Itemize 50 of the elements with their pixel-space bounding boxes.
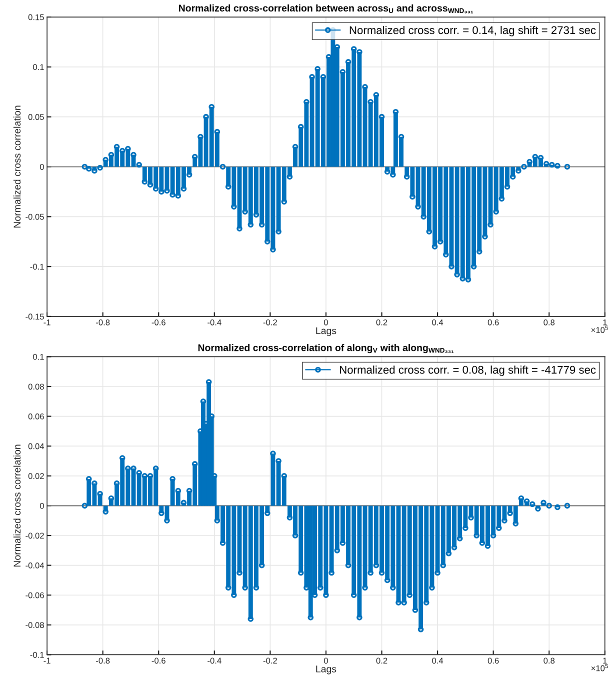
y-tick-label: 0.1 (33, 64, 44, 70)
x-tick-label: -0.2 (263, 319, 277, 326)
x-tick-label: -0.4 (208, 319, 222, 326)
y-axis-title: Normalized cross correlation (13, 106, 21, 228)
x-tick-label: 0.4 (432, 658, 444, 664)
y-tick-label: 0.08 (28, 384, 44, 390)
y-tick-label: -0.05 (26, 214, 44, 220)
x-tick-label: -0.8 (96, 658, 110, 664)
chart-title: Normalized cross-correlation between across$_{U}$ and across$_{WND₃₃₁}$ (178, 4, 474, 14)
y-tick-label: -0.04 (26, 562, 44, 568)
y-tick-label: -0.1 (30, 652, 44, 658)
x-tick-label: 1 (603, 658, 607, 664)
y-tick-label: 0.05 (28, 114, 44, 120)
x-tick-label: -0.6 (152, 658, 166, 664)
x-tick-label: 0 (324, 319, 328, 326)
chart-title: Normalized cross-correlation of along$_{V}$ with along$_{WND₃₃₁}$ (198, 344, 454, 354)
x-tick-label: 0 (324, 658, 328, 664)
x-tick-label: 0.8 (544, 658, 555, 664)
y-tick-label: -0.1 (30, 264, 44, 270)
x-axis-title: Lags (316, 327, 336, 336)
x-tick-label: 0.6 (488, 319, 499, 326)
y-tick-label: 0.04 (28, 443, 44, 450)
y-tick-label: 0.02 (28, 473, 44, 479)
y-tick-label: 0.06 (28, 413, 44, 420)
text: ×10$^{5}$ (591, 326, 608, 333)
y-tick-label: -0.06 (26, 592, 44, 598)
x-tick-label: -1 (44, 320, 50, 326)
y-tick-label: 0 (40, 164, 44, 170)
x-axis-title: Lags (316, 666, 336, 674)
x-tick-label: 0.2 (376, 319, 388, 326)
text: ×10$^{5}$ (591, 664, 608, 672)
y-tick-label: 0.15 (28, 14, 44, 20)
x-tick-label: 1 (603, 320, 607, 326)
x-tick-label: -0.4 (208, 658, 222, 664)
y-tick-label: -0.02 (26, 532, 44, 539)
x-tick-label: -0.2 (263, 658, 277, 664)
x-tick-label: -0.6 (152, 319, 166, 326)
x-tick-label: 0.6 (488, 658, 499, 664)
y-tick-label: 0.1 (33, 354, 44, 360)
x-tick-label: -1 (44, 658, 50, 664)
x-tick-label: -0.8 (96, 319, 110, 326)
x-tick-label: 0.8 (544, 319, 555, 326)
legend-label: Normalized cross corr. = 0.14, lag shift = 2731 sec (350, 26, 596, 36)
y-tick-label: -0.15 (26, 314, 44, 320)
y-axis-title: Normalized cross correlation (13, 444, 21, 566)
x-tick-label: 0.4 (432, 319, 444, 326)
legend-label: Normalized cross corr. = 0.08, lag shift = -41779 sec (340, 366, 596, 376)
x-tick-label: 0.2 (376, 658, 388, 664)
y-tick-label: -0.08 (26, 622, 44, 628)
y-tick-label: 0 (40, 502, 44, 509)
